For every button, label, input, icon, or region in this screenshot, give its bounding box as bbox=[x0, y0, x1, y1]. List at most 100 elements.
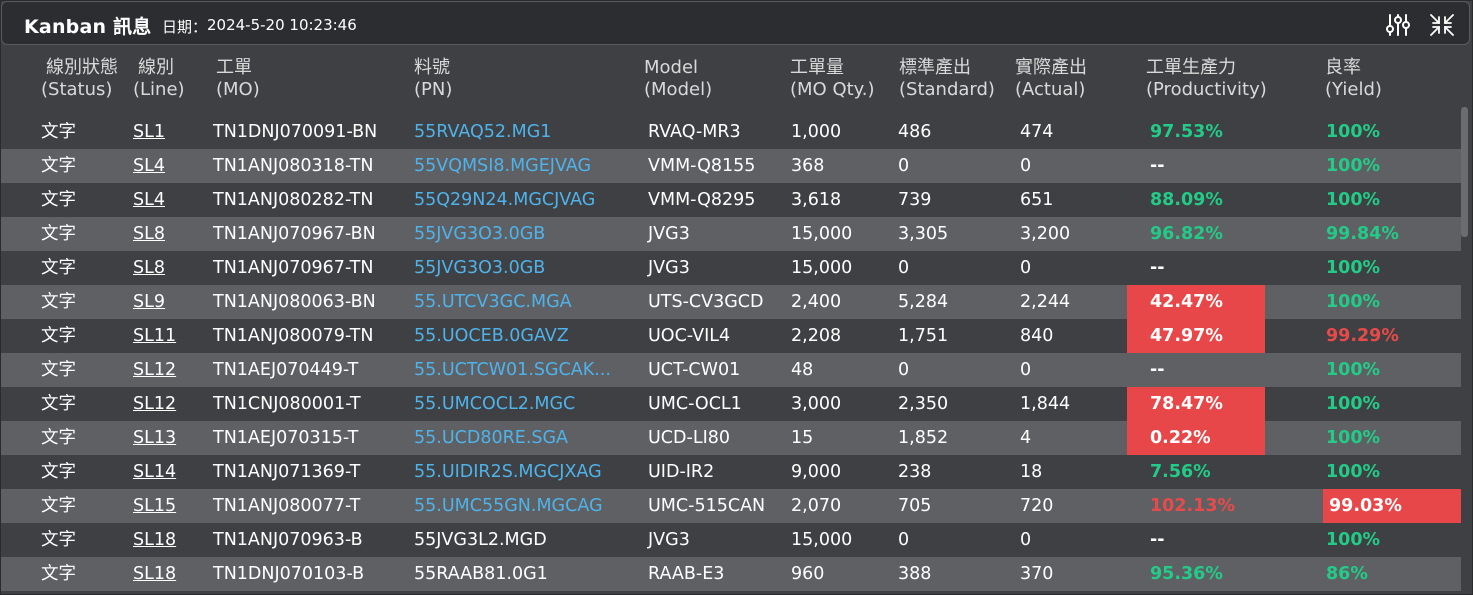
standard-cell: 0 bbox=[898, 258, 910, 278]
column-header-standard[interactable]: 標準產出 (Standard) bbox=[899, 57, 995, 100]
date-label: 日期： bbox=[162, 18, 208, 36]
table-row[interactable]: 文字 SL18 TN1DNJ070103-B 55RAAB81.0G1 RAAB-E3 9… bbox=[1, 557, 1461, 591]
line-link[interactable]: SL8 bbox=[133, 258, 165, 278]
mo-cell: TN1AEJ070449-T bbox=[213, 360, 359, 380]
status-cell: 文字 bbox=[41, 292, 76, 312]
column-header-status[interactable]: 線別狀態 (Status) bbox=[41, 57, 118, 100]
line-link[interactable]: SL14 bbox=[133, 462, 177, 482]
line-link[interactable]: SL4 bbox=[133, 190, 165, 210]
mo-qty-cell: 3,618 bbox=[791, 190, 842, 210]
column-header-mo[interactable]: 工單 (MO) bbox=[216, 57, 260, 100]
yield-cell: 100% bbox=[1326, 394, 1381, 414]
table-row[interactable]: 文字 SL1 TN1DNJ070091-BN 55RVAQ52.MG1 RVAQ-MR3… bbox=[1, 115, 1461, 149]
pn-cell[interactable]: 55.UIDIR2S.MGCJXAG bbox=[414, 462, 602, 482]
column-header-yield[interactable]: 良率 (Yield) bbox=[1325, 57, 1382, 100]
model-cell: JVG3 bbox=[648, 224, 690, 244]
model-cell: VMM-Q8155 bbox=[648, 156, 756, 176]
yield-cell: 100% bbox=[1326, 122, 1381, 142]
productivity-cell: -- bbox=[1150, 156, 1165, 176]
model-cell: UID-IR2 bbox=[648, 462, 715, 482]
mo-qty-cell: 2,070 bbox=[791, 496, 842, 516]
table-row[interactable]: 文字 SL12 TN1AEJ070449-T 55.UCTCW01.SGCAK... U… bbox=[1, 353, 1461, 387]
mo-qty-cell: 2,400 bbox=[791, 292, 842, 312]
status-cell: 文字 bbox=[41, 258, 76, 278]
line-link[interactable]: SL8 bbox=[133, 224, 165, 244]
standard-cell: 0 bbox=[898, 360, 910, 380]
sliders-icon[interactable] bbox=[1384, 12, 1412, 38]
title-bar: Kanban 訊息 日期： 2024-5-20 10:23:46 bbox=[1, 1, 1470, 45]
table-row[interactable]: 文字 SL4 TN1ANJ080318-TN 55VQMSI8.MGEJVAG VMM-… bbox=[1, 149, 1461, 183]
line-link[interactable]: SL9 bbox=[133, 292, 165, 312]
column-header-actual[interactable]: 實際產出 (Actual) bbox=[1015, 57, 1087, 100]
line-link[interactable]: SL1 bbox=[133, 122, 165, 142]
pn-cell[interactable]: 55.UMC55GN.MGCAG bbox=[414, 496, 603, 516]
line-link[interactable]: SL11 bbox=[133, 326, 177, 346]
pn-cell[interactable]: 55RVAQ52.MG1 bbox=[414, 122, 552, 142]
pn-cell[interactable]: 55Q29N24.MGCJVAG bbox=[414, 190, 596, 210]
table-row[interactable]: 文字 SL15 TN1ANJ080077-T 55.UMC55GN.MGCAG UMC-… bbox=[1, 489, 1461, 523]
pn-cell[interactable]: 55JVG3O3.0GB bbox=[414, 224, 546, 244]
pn-cell[interactable]: 55.UTCV3GC.MGA bbox=[414, 292, 572, 312]
yield-cell: 99.29% bbox=[1326, 326, 1399, 346]
pn-cell[interactable]: 55.UCD80RE.SGA bbox=[414, 428, 569, 448]
line-link[interactable]: SL13 bbox=[133, 428, 177, 448]
model-cell: UOC-VIL4 bbox=[648, 326, 731, 346]
collapse-icon[interactable] bbox=[1428, 12, 1456, 38]
table-row[interactable]: 文字 SL8 TN1ANJ070967-TN 55JVG3O3.0GB JVG3 15,0… bbox=[1, 251, 1461, 285]
productivity-cell: 102.13% bbox=[1150, 496, 1236, 516]
column-header-line[interactable]: 線別 (Line) bbox=[133, 57, 185, 100]
table-header: 線別狀態 (Status) 線別 (Line) 工單 (MO) 料號 (PN) Mode… bbox=[1, 57, 1461, 109]
line-link[interactable]: SL12 bbox=[133, 394, 177, 414]
status-cell: 文字 bbox=[41, 326, 76, 346]
standard-cell: 3,305 bbox=[898, 224, 949, 244]
column-header-model[interactable]: Model (Model) bbox=[644, 57, 713, 100]
line-link[interactable]: SL18 bbox=[133, 530, 177, 550]
standard-cell: 739 bbox=[898, 190, 932, 210]
line-link[interactable]: SL18 bbox=[133, 564, 177, 584]
mo-cell: TN1ANJ080318-TN bbox=[213, 156, 374, 176]
productivity-cell: 47.97% bbox=[1127, 319, 1265, 353]
model-cell: UCD-LI80 bbox=[648, 428, 730, 448]
mo-cell: TN1AEJ070315-T bbox=[213, 428, 359, 448]
line-link[interactable]: SL12 bbox=[133, 360, 177, 380]
mo-qty-cell: 3,000 bbox=[791, 394, 842, 414]
productivity-cell: 97.53% bbox=[1150, 122, 1223, 142]
actual-cell: 0 bbox=[1020, 530, 1032, 550]
model-cell: UMC-515CAN bbox=[648, 496, 766, 516]
yield-cell: 100% bbox=[1326, 258, 1381, 278]
yield-cell: 100% bbox=[1326, 428, 1381, 448]
model-cell: JVG3 bbox=[648, 530, 690, 550]
standard-cell: 238 bbox=[898, 462, 932, 482]
pn-cell[interactable]: 55VQMSI8.MGEJVAG bbox=[414, 156, 592, 176]
vertical-scrollbar[interactable] bbox=[1461, 107, 1468, 237]
mo-qty-cell: 15 bbox=[791, 428, 814, 448]
pn-cell[interactable]: 55.UOCEB.0GAVZ bbox=[414, 326, 569, 346]
table-row[interactable]: 文字 SL13 TN1AEJ070315-T 55.UCD80RE.SGA UCD-LI… bbox=[1, 421, 1461, 455]
mo-qty-cell: 15,000 bbox=[791, 224, 853, 244]
column-header-mo-qty[interactable]: 工單量 (MO Qty.) bbox=[790, 57, 875, 100]
column-header-productivity[interactable]: 工單生產力 (Productivity) bbox=[1146, 57, 1267, 100]
table-row[interactable]: 文字 SL11 TN1ANJ080079-TN 55.UOCEB.0GAVZ UOC-V… bbox=[1, 319, 1461, 353]
standard-cell: 1,852 bbox=[898, 428, 949, 448]
mo-qty-cell: 1,000 bbox=[791, 122, 842, 142]
pn-cell[interactable]: 55.UCTCW01.SGCAK... bbox=[414, 360, 611, 380]
status-cell: 文字 bbox=[41, 394, 76, 414]
table-row[interactable]: 文字 SL4 TN1ANJ080282-TN 55Q29N24.MGCJVAG VMM-… bbox=[1, 183, 1461, 217]
yield-cell: 100% bbox=[1326, 530, 1381, 550]
line-link[interactable]: SL15 bbox=[133, 496, 177, 516]
table-row[interactable]: 文字 SL9 TN1ANJ080063-BN 55.UTCV3GC.MGA UTS-CV… bbox=[1, 285, 1461, 319]
pn-cell[interactable]: 55JVG3O3.0GB bbox=[414, 258, 546, 278]
yield-cell: 100% bbox=[1326, 462, 1381, 482]
pn-cell[interactable]: 55.UMCOCL2.MGC bbox=[414, 394, 576, 414]
table-row[interactable]: 文字 SL18 TN1ANJ070963-B 55JVG3L2.MGD JVG3 15,0… bbox=[1, 523, 1461, 557]
standard-cell: 0 bbox=[898, 530, 910, 550]
yield-cell: 86% bbox=[1326, 564, 1368, 584]
table-row[interactable]: 文字 SL14 TN1ANJ071369-T 55.UIDIR2S.MGCJXAG UI… bbox=[1, 455, 1461, 489]
mo-cell: TN1ANJ080282-TN bbox=[213, 190, 374, 210]
model-cell: UCT-CW01 bbox=[648, 360, 741, 380]
table-row[interactable]: 文字 SL12 TN1CNJ080001-T 55.UMCOCL2.MGC UMC-OC… bbox=[1, 387, 1461, 421]
line-link[interactable]: SL4 bbox=[133, 156, 165, 176]
column-header-pn[interactable]: 料號 (PN) bbox=[414, 57, 453, 100]
mo-cell: TN1ANJ080077-T bbox=[213, 496, 361, 516]
table-row[interactable]: 文字 SL8 TN1ANJ070967-BN 55JVG3O3.0GB JVG3 15,0… bbox=[1, 217, 1461, 251]
